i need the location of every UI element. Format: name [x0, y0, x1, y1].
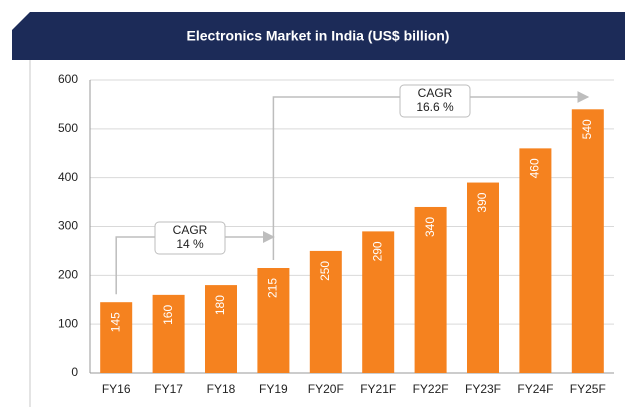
- bar: [414, 206, 447, 373]
- annotation: 14 %: [176, 237, 204, 251]
- bar: [257, 268, 290, 373]
- data-label: 340: [423, 217, 437, 237]
- x-tick-label: FY23F: [465, 382, 501, 396]
- data-label: 250: [318, 261, 332, 281]
- x-tick-label: FY16: [102, 382, 131, 396]
- data-label: 540: [580, 119, 594, 139]
- cagr-box: [154, 221, 226, 255]
- x-tick-label: FY17: [154, 382, 183, 396]
- data-label: 160: [161, 305, 175, 325]
- cagr-arrow: [272, 91, 590, 261]
- bar: [309, 250, 342, 373]
- annotation: CAGR: [173, 223, 208, 237]
- bar: [205, 285, 237, 373]
- title-bar: [12, 12, 625, 60]
- y-tick-label: 200: [58, 268, 78, 282]
- y-tick-label: 500: [58, 121, 78, 135]
- x-tick-label: FY18: [207, 382, 236, 396]
- y-tick-label: 300: [58, 219, 78, 233]
- y-tick-label: 600: [58, 72, 78, 86]
- y-tick-label: 100: [58, 316, 78, 330]
- bar: [100, 302, 133, 373]
- data-label: 215: [266, 278, 280, 298]
- x-tick-label: FY24F: [517, 382, 553, 396]
- bar: [571, 109, 604, 374]
- x-tick-label: FY21F: [360, 382, 396, 396]
- x-tick-label: FY25F: [570, 382, 606, 396]
- x-tick-label: FY20F: [308, 382, 344, 396]
- annotation: 16.6 %: [416, 100, 454, 114]
- data-label: 180: [213, 295, 227, 315]
- cagr-box: [399, 84, 471, 118]
- x-tick-label: FY19: [259, 382, 288, 396]
- data-label: 290: [370, 241, 384, 261]
- bar: [519, 148, 552, 373]
- bar: [152, 294, 185, 373]
- data-label: 390: [475, 192, 489, 212]
- y-tick-label: 0: [71, 365, 78, 379]
- data-label: 145: [108, 312, 122, 332]
- bar: [467, 182, 499, 373]
- annotation: CAGR: [418, 86, 453, 100]
- data-label: 460: [528, 158, 542, 178]
- chart-title: Electronics Market in India (US$ billion…: [187, 28, 450, 44]
- y-tick-label: 400: [58, 170, 78, 184]
- x-tick-label: FY22F: [413, 382, 449, 396]
- bar: [362, 231, 395, 373]
